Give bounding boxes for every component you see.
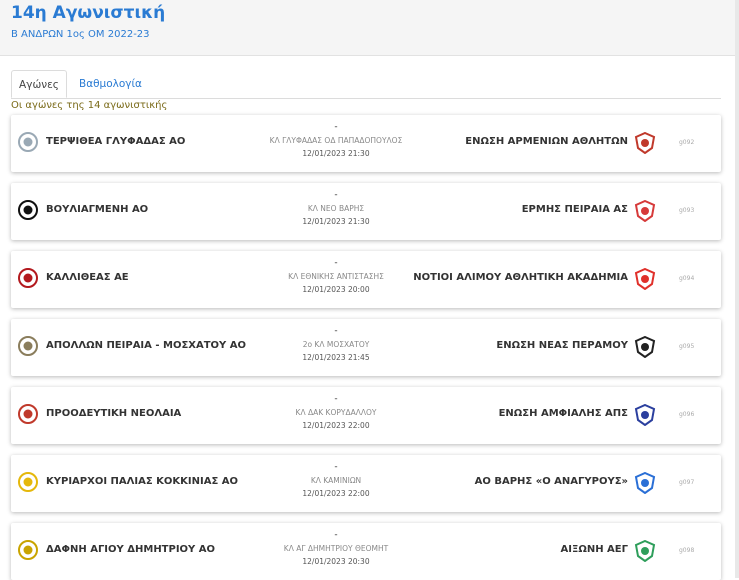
- match-score: -: [334, 530, 338, 540]
- match-score: -: [334, 462, 338, 472]
- match-datetime: 12/01/2023 21:30: [302, 149, 370, 158]
- match-datetime: 12/01/2023 21:30: [302, 217, 370, 226]
- match-score: -: [334, 258, 338, 268]
- page-header: 14η Αγωνιστική Β ΑΝΔΡΩΝ 1ος ΟΜ 2022-23: [0, 0, 735, 56]
- away-team-logo-icon: [634, 336, 656, 358]
- home-team-name[interactable]: ΤΕΡΨΙΘΕΑ ΓΛΥΦΑΔΑΣ ΑΟ: [46, 136, 186, 147]
- match-card[interactable]: ΤΕΡΨΙΘΕΑ ΓΛΥΦΑΔΑΣ ΑΟ - ΚΛ ΓΛΥΦΑΔΑΣ ΟΔ ΠΑΠΑ…: [11, 115, 721, 172]
- match-score: -: [334, 326, 338, 336]
- home-team-name[interactable]: ΑΠΟΛΛΩΝ ΠΕΙΡΑΙΑ - ΜΟΣΧΑΤΟΥ ΑΟ: [46, 340, 247, 351]
- match-info: - ΚΛ ΓΛΥΦΑΔΑΣ ΟΔ ΠΑΠΑΔΟΠΟΥΛΟΣ 12/01/2023 2…: [246, 120, 426, 160]
- away-team-name[interactable]: ΕΡΜΗΣ ΠΕΙΡΑΙΑ ΑΣ: [521, 204, 628, 215]
- match-venue: ΚΛ ΔΑΚ ΚΟΡΥΔΑΛΛΟΥ: [295, 408, 377, 417]
- home-team-logo-icon: [18, 268, 38, 288]
- tab-standings[interactable]: Βαθμολογία: [79, 78, 142, 90]
- match-datetime: 12/01/2023 20:00: [302, 285, 370, 294]
- home-team-name[interactable]: ΚΑΛΛΙΘΕΑΣ ΑΕ: [46, 272, 129, 283]
- match-card[interactable]: ΔΑΦΝΗ ΑΓΙΟΥ ΔΗΜΗΤΡΙΟΥ ΑΟ - ΚΛ ΑΓ ΔΗΜΗΤΡΙΟΥ…: [11, 523, 721, 580]
- away-team-name[interactable]: ΕΝΩΣΗ ΑΡΜΕΝΙΩΝ ΑΘΛΗΤΩΝ: [465, 136, 628, 147]
- match-score: -: [334, 190, 338, 200]
- match-code: g092: [679, 139, 695, 146]
- competition-subtitle[interactable]: Β ΑΝΔΡΩΝ 1ος ΟΜ 2022-23: [11, 29, 150, 40]
- home-team-name[interactable]: ΠΡΟΟΔΕΥΤΙΚΗ ΝΕΟΛΑΙΑ: [46, 408, 182, 419]
- away-team-name[interactable]: ΝΟΤΙΟΙ ΑΛΙΜΟΥ ΑΘΛΗΤΙΚΗ ΑΚΑΔΗΜΙΑ: [413, 272, 628, 283]
- match-code: g098: [679, 547, 695, 554]
- match-venue: ΚΛ ΓΛΥΦΑΔΑΣ ΟΔ ΠΑΠΑΔΟΠΟΥΛΟΣ: [269, 136, 403, 145]
- away-team-name[interactable]: ΑΙΞΩΝΗ ΑΕΓ: [560, 544, 628, 555]
- away-team-logo-icon: [634, 472, 656, 494]
- away-team-name[interactable]: ΕΝΩΣΗ ΑΜΦΙΑΛΗΣ ΑΠΣ: [498, 408, 628, 419]
- match-card[interactable]: ΚΑΛΛΙΘΕΑΣ ΑΕ - ΚΛ ΕΘΝΙΚΗΣ ΑΝΤΙΣΤΑΣΗΣ 12/01/…: [11, 251, 721, 308]
- match-datetime: 12/01/2023 22:00: [302, 421, 370, 430]
- home-team-logo-icon: [18, 404, 38, 424]
- tab-bar: Αγώνες Βαθμολογία: [11, 70, 721, 99]
- page-title: 14η Αγωνιστική: [11, 3, 166, 23]
- match-info: - ΚΛ ΚΑΜΙΝΙΩΝ 12/01/2023 22:00: [246, 460, 426, 500]
- match-venue: ΚΛ ΕΘΝΙΚΗΣ ΑΝΤΙΣΤΑΣΗΣ: [288, 272, 384, 281]
- match-datetime: 12/01/2023 20:30: [302, 557, 370, 566]
- away-team-logo-icon: [634, 132, 656, 154]
- away-team-name[interactable]: ΑΟ ΒΑΡΗΣ «Ο ΑΝΑΓΥΡΟΥΣ»: [474, 476, 628, 487]
- match-card[interactable]: ΑΠΟΛΛΩΝ ΠΕΙΡΑΙΑ - ΜΟΣΧΑΤΟΥ ΑΟ - 2ο ΚΛ ΜΟΣΧ…: [11, 319, 721, 376]
- match-info: - ΚΛ ΕΘΝΙΚΗΣ ΑΝΤΙΣΤΑΣΗΣ 12/01/2023 20:00: [246, 256, 426, 296]
- home-team-logo-icon: [18, 472, 38, 492]
- match-card[interactable]: ΠΡΟΟΔΕΥΤΙΚΗ ΝΕΟΛΑΙΑ - ΚΛ ΔΑΚ ΚΟΡΥΔΑΛΛΟΥ 12/…: [11, 387, 721, 444]
- away-team-name[interactable]: ΕΝΩΣΗ ΝΕΑΣ ΠΕΡΑΜΟΥ: [496, 340, 628, 351]
- match-score: -: [334, 122, 338, 132]
- away-team-logo-icon: [634, 268, 656, 290]
- home-team-name[interactable]: ΚΥΡΙΑΡΧΟΙ ΠΑΛΙΑΣ ΚΟΚΚΙΝΙΑΣ ΑΟ: [46, 476, 238, 487]
- match-venue: ΚΛ ΝΕΟ ΒΑΡΗΣ: [307, 204, 365, 213]
- match-score: -: [334, 394, 338, 404]
- match-code: g095: [679, 343, 695, 350]
- home-team-logo-icon: [18, 200, 38, 220]
- match-venue: ΚΛ ΚΑΜΙΝΙΩΝ: [310, 476, 362, 485]
- home-team-logo-icon: [18, 132, 38, 152]
- match-code: g094: [679, 275, 695, 282]
- home-team-name[interactable]: ΒΟΥΛΙΑΓΜΕΝΗ ΑΟ: [46, 204, 149, 215]
- match-code: g096: [679, 411, 695, 418]
- match-datetime: 12/01/2023 22:00: [302, 489, 370, 498]
- match-venue: 2ο ΚΛ ΜΟΣΧΑΤΟΥ: [302, 340, 370, 349]
- away-team-logo-icon: [634, 200, 656, 222]
- match-info: - ΚΛ ΝΕΟ ΒΑΡΗΣ 12/01/2023 21:30: [246, 188, 426, 228]
- home-team-logo-icon: [18, 540, 38, 560]
- scrollbar-track[interactable]: [735, 0, 739, 578]
- home-team-name[interactable]: ΔΑΦΝΗ ΑΓΙΟΥ ΔΗΜΗΤΡΙΟΥ ΑΟ: [46, 544, 216, 555]
- match-code: g093: [679, 207, 695, 214]
- match-info: - ΚΛ ΔΑΚ ΚΟΡΥΔΑΛΛΟΥ 12/01/2023 22:00: [246, 392, 426, 432]
- match-info: - 2ο ΚΛ ΜΟΣΧΑΤΟΥ 12/01/2023 21:45: [246, 324, 426, 364]
- match-info: - ΚΛ ΑΓ ΔΗΜΗΤΡΙΟΥ ΘΕΟΜΗΤ 12/01/2023 20:30: [246, 528, 426, 568]
- match-card[interactable]: ΚΥΡΙΑΡΧΟΙ ΠΑΛΙΑΣ ΚΟΚΚΙΝΙΑΣ ΑΟ - ΚΛ ΚΑΜΙΝΙΩ…: [11, 455, 721, 512]
- match-code: g097: [679, 479, 695, 486]
- match-datetime: 12/01/2023 21:45: [302, 353, 370, 362]
- away-team-logo-icon: [634, 404, 656, 426]
- away-team-logo-icon: [634, 540, 656, 562]
- match-card[interactable]: ΒΟΥΛΙΑΓΜΕΝΗ ΑΟ - ΚΛ ΝΕΟ ΒΑΡΗΣ 12/01/2023 21…: [11, 183, 721, 240]
- section-label: Οι αγώνες της 14 αγωνιστικής: [11, 100, 168, 111]
- match-venue: ΚΛ ΑΓ ΔΗΜΗΤΡΙΟΥ ΘΕΟΜΗΤ: [283, 544, 389, 553]
- home-team-logo-icon: [18, 336, 38, 356]
- tab-matches[interactable]: Αγώνες: [11, 70, 67, 98]
